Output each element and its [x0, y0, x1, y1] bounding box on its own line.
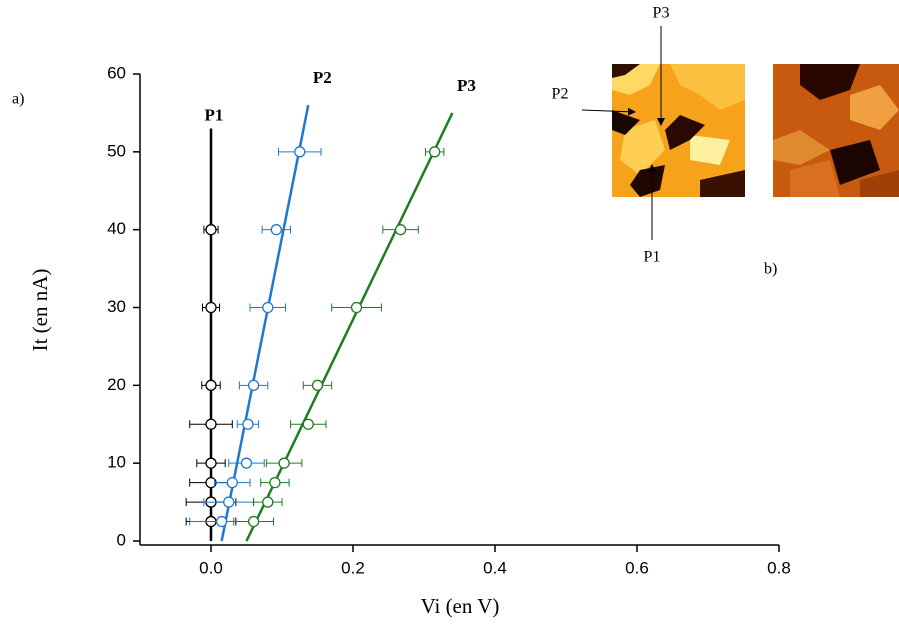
panel-label: b) [764, 261, 777, 278]
point [205, 224, 217, 236]
point [278, 457, 290, 469]
point [205, 457, 217, 469]
point [394, 224, 407, 236]
inset-label: P3 [653, 5, 670, 22]
point [294, 146, 306, 158]
point [262, 301, 274, 314]
point [262, 496, 274, 508]
point [428, 146, 441, 158]
point [247, 379, 260, 391]
y-tick-label: 0 [117, 530, 126, 549]
point [302, 418, 314, 430]
point [226, 476, 238, 489]
y-tick-label: 10 [107, 453, 126, 472]
point [350, 301, 363, 314]
y-tick-label: 20 [107, 375, 126, 394]
y-tick-label: 30 [107, 297, 126, 316]
point [215, 515, 228, 528]
series-label: P1 [205, 105, 224, 124]
x-tick-label: 0.6 [625, 558, 649, 577]
x-axis-title: Vi (en V) [421, 594, 500, 618]
point [269, 476, 281, 489]
point [240, 457, 253, 469]
series-label: P3 [457, 76, 476, 95]
point [205, 379, 217, 391]
point [205, 418, 217, 430]
topography-image [612, 64, 745, 197]
current-image [773, 64, 899, 197]
x-tick-label: 0.8 [767, 558, 791, 577]
arrow [581, 107, 636, 116]
panel-label: a) [12, 91, 24, 108]
point [223, 496, 235, 508]
series-label: P2 [313, 68, 332, 87]
fit-line [245, 112, 454, 542]
point [270, 224, 282, 236]
x-tick-label: 0.4 [483, 558, 507, 577]
x-tick-label: 0.0 [199, 558, 223, 577]
y-tick-label: 50 [107, 141, 126, 160]
point [247, 515, 260, 528]
point [242, 418, 254, 430]
point [311, 379, 324, 391]
y-tick-label: 60 [107, 63, 126, 82]
y-tick-label: 40 [107, 219, 126, 238]
point [205, 301, 217, 314]
inset-label: P2 [552, 86, 569, 103]
x-tick-label: 0.2 [341, 558, 365, 577]
fit-line [220, 104, 310, 542]
inset-label: P1 [644, 249, 661, 266]
y-axis-title: It (en nA) [28, 269, 52, 352]
